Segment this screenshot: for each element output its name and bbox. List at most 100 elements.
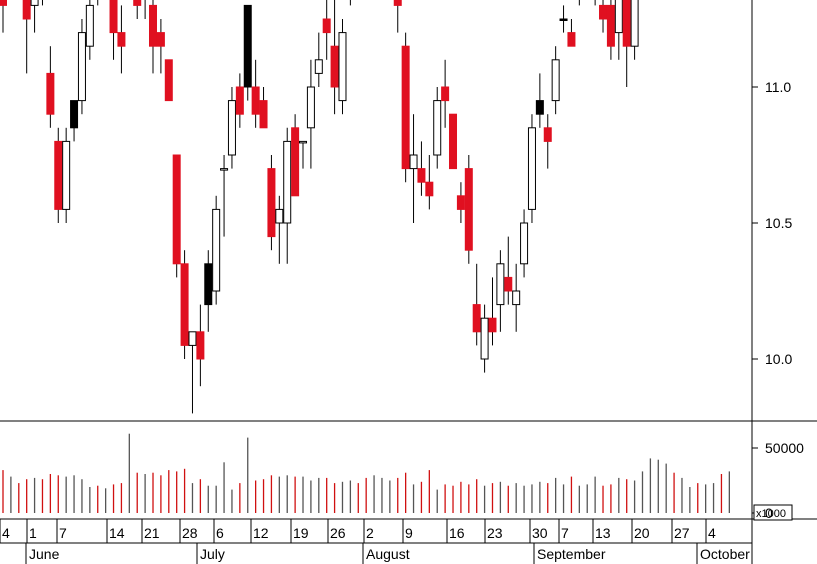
month-label: July — [200, 546, 225, 562]
day-label: 4 — [2, 525, 10, 541]
volume-unit-box — [753, 504, 793, 521]
candle-body — [527, 127, 536, 210]
candle-body — [630, 0, 639, 47]
candle-body — [401, 45, 410, 170]
day-label: 20 — [634, 525, 650, 541]
candle-body — [0, 0, 7, 6]
candle-body — [109, 0, 118, 34]
day-label: 21 — [144, 525, 160, 541]
candle-body — [235, 86, 244, 115]
month-label: September — [537, 546, 606, 562]
volume-tick-label: 0 — [765, 505, 773, 521]
month-label: October — [700, 546, 750, 562]
candle-body — [496, 263, 505, 306]
candle-body — [488, 317, 497, 333]
candle-body — [149, 4, 158, 47]
candles-layer — [0, 0, 639, 414]
day-label: 12 — [253, 525, 269, 541]
candle-body — [306, 86, 315, 129]
candle-body — [425, 181, 434, 197]
volume-panel — [2, 433, 730, 513]
candle-body — [77, 32, 86, 102]
candle-body — [22, 0, 31, 20]
candle-body — [117, 32, 126, 47]
day-label: 2 — [366, 525, 374, 541]
month-label: June — [29, 546, 60, 562]
candle-body — [543, 127, 552, 142]
candle-body — [441, 86, 450, 102]
candle-body — [172, 154, 181, 265]
candle-body — [456, 195, 465, 210]
candle-body — [70, 100, 79, 129]
day-label: 1 — [29, 525, 37, 541]
volume-unit-label: x1000 — [756, 508, 786, 520]
candle-body — [614, 0, 623, 34]
candle-body — [449, 113, 458, 170]
candle-body — [409, 154, 418, 170]
candle-body — [283, 140, 292, 224]
candle-body — [622, 0, 631, 47]
day-label: 13 — [595, 525, 611, 541]
candle-body — [338, 32, 347, 102]
candle-body — [164, 59, 173, 102]
candle-body — [417, 168, 426, 183]
price-tick-label: 10.0 — [765, 351, 792, 367]
month-label: August — [366, 546, 410, 562]
candle-body — [133, 0, 142, 6]
candle-body — [559, 18, 568, 21]
day-label: 7 — [59, 525, 67, 541]
day-label: 14 — [109, 525, 125, 541]
candle-body — [567, 32, 576, 47]
candle-body — [196, 331, 205, 360]
candle-body — [30, 0, 39, 6]
day-label: 30 — [532, 525, 548, 541]
candle-body — [227, 100, 236, 156]
candle-body — [212, 208, 221, 292]
candle-body — [259, 100, 268, 129]
candle-body — [251, 86, 260, 115]
day-label: 4 — [708, 525, 716, 541]
candle-body — [464, 168, 473, 251]
candle-body — [322, 18, 331, 34]
candle-body — [267, 168, 276, 238]
candle-body — [314, 59, 323, 74]
candle-body — [472, 304, 481, 333]
candle-body — [54, 140, 63, 210]
candle-body — [512, 290, 521, 306]
candle-body — [180, 263, 189, 346]
candle-body — [243, 4, 252, 88]
price-tick-label: 10.5 — [765, 215, 792, 231]
price-tick-label: 11.0 — [765, 79, 791, 95]
candle-body — [504, 276, 513, 292]
candle-body — [433, 100, 442, 156]
candle-body — [393, 0, 402, 6]
day-label: 23 — [487, 525, 503, 541]
day-label: 27 — [674, 525, 690, 541]
candle-body — [299, 140, 308, 144]
volume-tick-label: 50000 — [765, 440, 804, 456]
candle-body — [85, 4, 94, 47]
candle-body — [156, 32, 165, 47]
candle-body — [551, 59, 560, 102]
day-label: 16 — [449, 525, 465, 541]
day-label: 28 — [182, 525, 198, 541]
candle-body — [480, 317, 489, 360]
candle-body — [330, 45, 339, 88]
day-label: 19 — [293, 525, 309, 541]
day-label: 9 — [405, 525, 413, 541]
candle-body — [220, 168, 229, 171]
candle-body — [606, 4, 615, 47]
day-label: 26 — [330, 525, 346, 541]
day-label: 7 — [561, 525, 569, 541]
candle-body — [275, 208, 284, 224]
day-label: 6 — [216, 525, 224, 541]
candle-body — [520, 222, 529, 265]
candle-body — [188, 331, 197, 346]
candle-body — [46, 72, 55, 115]
labels-layer: 12.512.011.511.010.510.0500000x100041714… — [2, 79, 804, 562]
candle-body — [535, 100, 544, 115]
candle-body — [291, 127, 300, 197]
candle-body — [204, 263, 213, 306]
